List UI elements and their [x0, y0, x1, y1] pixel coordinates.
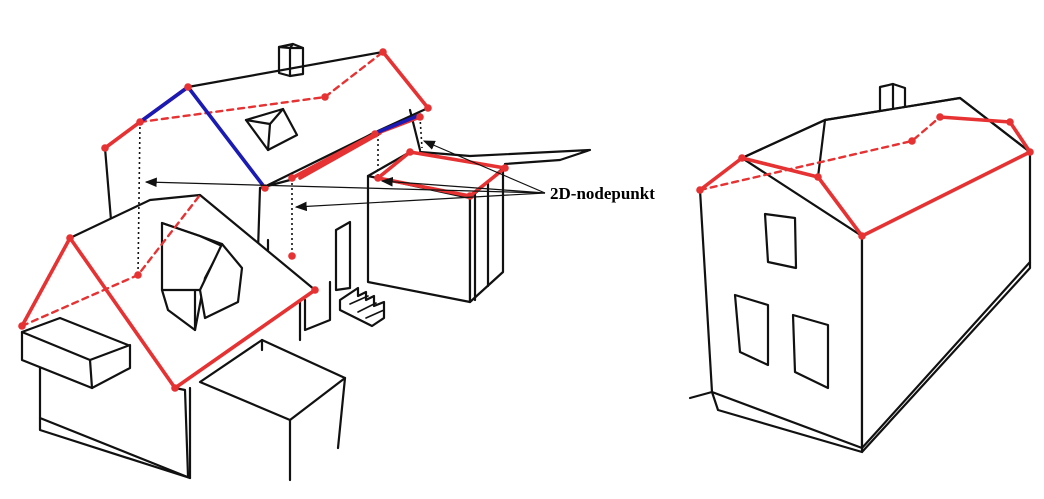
projection-lines: [137, 116, 423, 276]
right-roof: [740, 96, 1032, 238]
annotation-arrows: [144, 140, 546, 212]
right-windows: [733, 212, 830, 390]
annotation-label: 2D-nodepunkt: [550, 184, 655, 203]
chimney-left: [277, 42, 305, 78]
window-lower-right: [791, 313, 830, 390]
front-dormer: [160, 221, 244, 332]
balcony-box: [20, 316, 132, 390]
valley-edges-left: [138, 85, 422, 190]
roof-dormer: [244, 107, 299, 152]
left-house: 2D-nodepunkt: [18, 42, 655, 482]
window-lower-left: [733, 293, 770, 367]
node-points-left: [18, 48, 509, 392]
window-upper: [763, 212, 798, 270]
annex-box: [366, 150, 505, 304]
porch-canopy: [198, 338, 347, 482]
node-points-right: [696, 113, 1034, 240]
right-house: [688, 82, 1034, 454]
side-door: [334, 220, 352, 292]
entrance-stairs: [338, 286, 386, 328]
flat-roof-wing: [418, 148, 592, 166]
